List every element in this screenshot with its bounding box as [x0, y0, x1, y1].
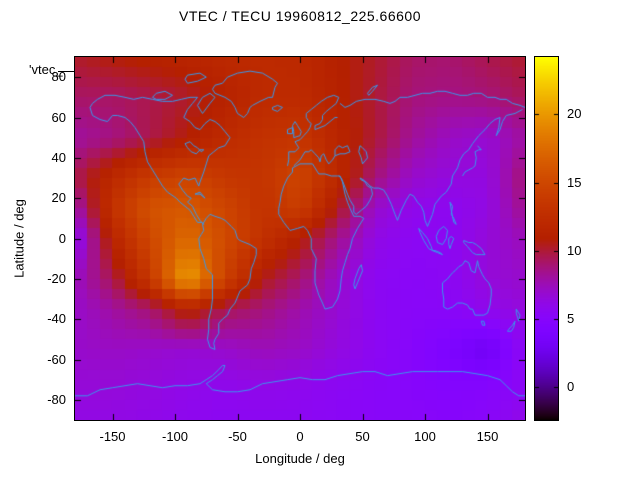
- x-tick-label: -100: [161, 429, 189, 444]
- colorbar: [534, 56, 559, 421]
- colorbar-tick-label: 10: [567, 242, 582, 258]
- chart-title: VTEC / TECU 19960812_225.66600: [178, 8, 421, 24]
- plot-key-sample-line: [58, 71, 75, 72]
- colorbar-canvas: [535, 57, 558, 420]
- x-tick-label: 0: [296, 429, 304, 444]
- y-tick-label: -20: [47, 270, 66, 286]
- y-tick-label: -40: [47, 311, 66, 327]
- y-tick-label: 60: [51, 109, 66, 125]
- y-tick-label: 40: [51, 149, 66, 165]
- heatmap-canvas: [75, 57, 525, 420]
- colorbar-tick-label: 15: [567, 174, 582, 190]
- x-tick-label: 150: [476, 429, 499, 444]
- y-tick-label: -60: [47, 351, 66, 367]
- y-tick-label: 20: [51, 190, 66, 206]
- x-tick-label: 100: [414, 429, 436, 444]
- x-tick-label: 50: [355, 429, 370, 444]
- y-tick-label: 0: [58, 230, 66, 246]
- y-axis-label: Latitude / deg: [11, 199, 27, 278]
- colorbar-tick-label: 5: [567, 311, 575, 326]
- plot-area: [74, 56, 526, 421]
- x-tick-label: -50: [228, 429, 247, 444]
- y-tick-label: 80: [51, 69, 66, 85]
- y-tick-label: -80: [47, 391, 66, 407]
- plot-key-label: 'vtec_: [29, 62, 63, 77]
- colorbar-tick-label: 20: [567, 106, 582, 122]
- x-tick-label: -150: [99, 429, 126, 444]
- x-axis-label: Longitude / deg: [255, 451, 345, 466]
- colorbar-tick-label: 0: [567, 379, 575, 395]
